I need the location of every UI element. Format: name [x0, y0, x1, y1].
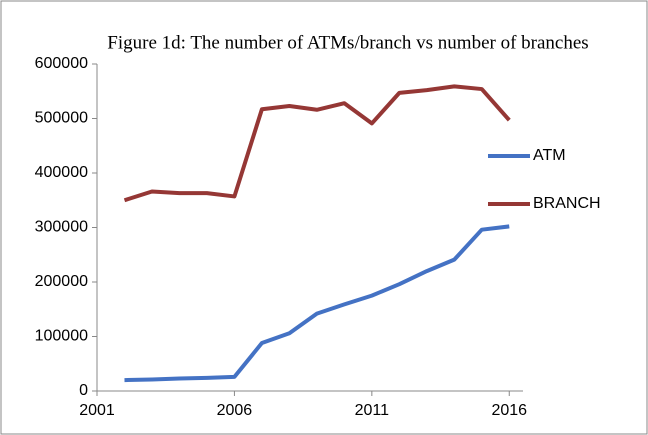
y-tick-label: 100000	[35, 328, 88, 345]
series-line	[123, 84, 511, 203]
y-tick-label: 0	[79, 382, 88, 399]
x-tick-label: 2006	[217, 402, 253, 419]
y-tick-label: 200000	[35, 273, 88, 290]
y-tick-label: 300000	[35, 219, 88, 236]
x-tick-label: 2001	[79, 402, 115, 419]
series-line	[124, 224, 510, 383]
legend-label: ATM	[533, 147, 566, 164]
chart-title: Figure 1d: The number of ATMs/branch vs …	[107, 32, 588, 53]
x-tick-label: 2016	[491, 402, 527, 419]
legend-label: BRANCH	[533, 195, 601, 212]
y-tick-label: 500000	[35, 110, 88, 127]
x-tick-label: 2011	[355, 402, 390, 419]
y-tick-label: 600000	[35, 55, 88, 72]
y-tick-label: 400000	[35, 164, 88, 181]
